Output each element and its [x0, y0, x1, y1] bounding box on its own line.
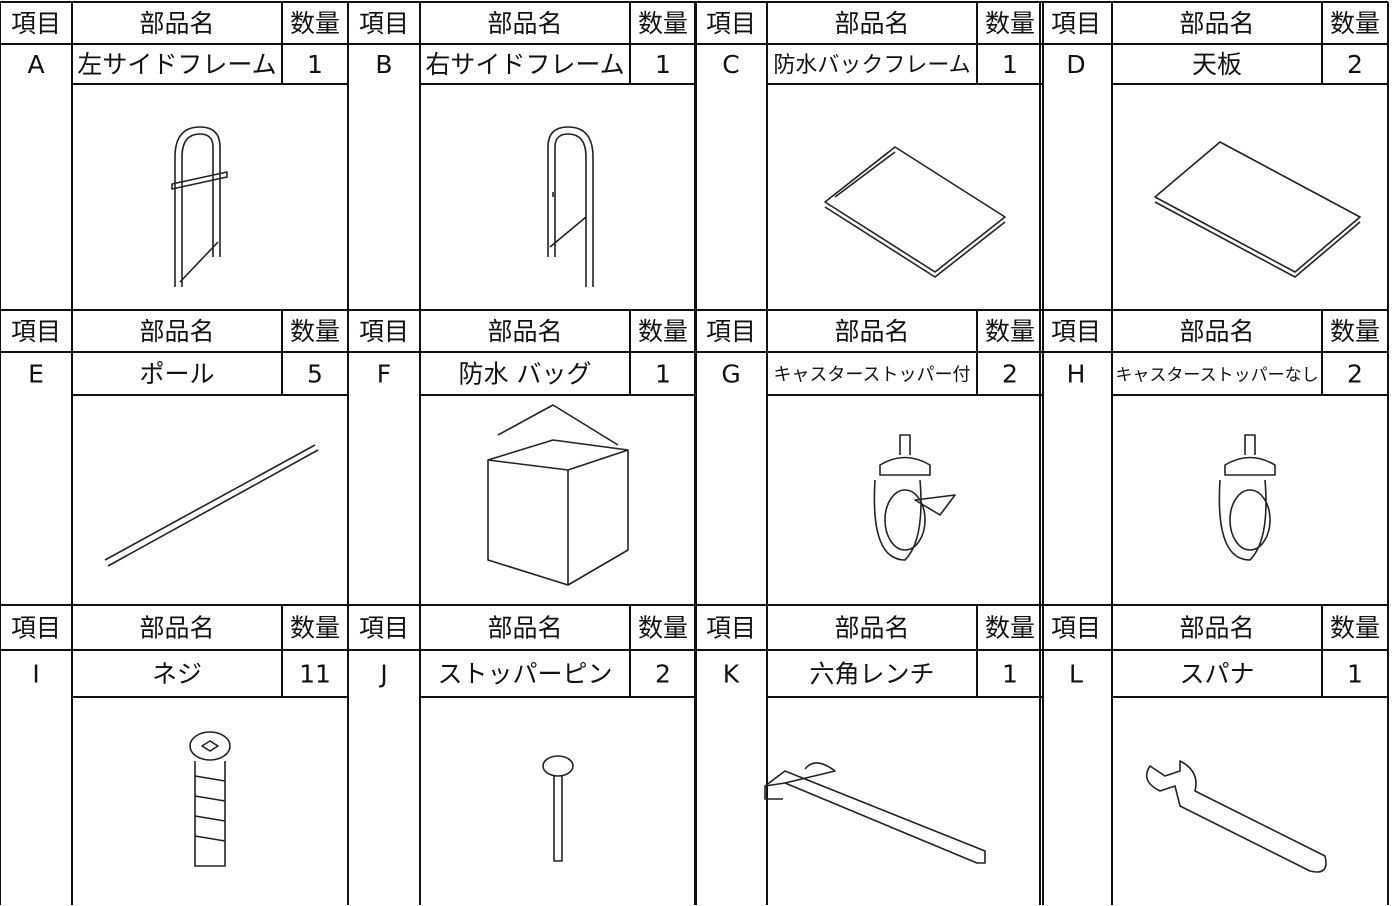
header-qty: 数量 — [985, 317, 1035, 346]
part-qty: 5 — [307, 360, 323, 389]
part-illustration — [824, 146, 1006, 278]
part-id: L — [1069, 660, 1083, 689]
header-name: 部品名 — [834, 614, 909, 643]
part-id: F — [377, 360, 391, 389]
header-item: 項目 — [359, 614, 409, 643]
part-qty: 1 — [307, 50, 323, 79]
header-name: 部品名 — [1179, 9, 1254, 38]
header-item: 項目 — [1051, 317, 1101, 346]
part-id: I — [32, 660, 39, 689]
part-qty: 11 — [299, 660, 331, 689]
part-illustration — [873, 434, 956, 561]
header-name: 部品名 — [139, 614, 214, 643]
part-qty: 1 — [1002, 50, 1018, 79]
part-name: キャスターストッパーなし — [1115, 366, 1318, 386]
part-qty: 1 — [1347, 660, 1363, 689]
header-item: 項目 — [11, 614, 61, 643]
header-qty: 数量 — [985, 9, 1035, 38]
part-illustration — [171, 126, 228, 287]
header-qty: 数量 — [290, 9, 340, 38]
header-name: 部品名 — [1179, 614, 1254, 643]
header-item: 項目 — [706, 317, 756, 346]
part-illustration — [1154, 141, 1361, 278]
part-qty: 1 — [1002, 660, 1018, 689]
part-name: スパナ — [1179, 660, 1254, 689]
header-item: 項目 — [1051, 9, 1101, 38]
header-qty: 数量 — [638, 317, 688, 346]
part-name: 防水バックフレーム — [773, 53, 970, 78]
part-id: D — [1066, 50, 1085, 79]
header-qty: 数量 — [1330, 317, 1380, 346]
header-name: 部品名 — [1179, 317, 1254, 346]
header-item: 項目 — [359, 317, 409, 346]
part-name: ストッパーピン — [437, 660, 612, 689]
part-name: ネジ — [152, 660, 202, 689]
header-qty: 数量 — [1330, 9, 1380, 38]
header-qty: 数量 — [1330, 614, 1380, 643]
header-qty: 数量 — [638, 614, 688, 643]
part-id: H — [1067, 360, 1086, 389]
header-name: 部品名 — [487, 9, 562, 38]
part-illustration — [104, 444, 319, 567]
part-id: G — [721, 360, 740, 389]
part-illustration — [1218, 434, 1276, 561]
part-id: J — [378, 660, 387, 689]
part-illustration — [547, 126, 594, 287]
header-qty: 数量 — [290, 317, 340, 346]
header-name: 部品名 — [834, 317, 909, 346]
header-name: 部品名 — [139, 317, 214, 346]
header-name: 部品名 — [487, 614, 562, 643]
part-illustration — [542, 755, 574, 862]
part-qty: 2 — [1347, 50, 1363, 79]
part-name: 右サイドフレーム — [425, 50, 624, 79]
part-illustration — [189, 731, 231, 867]
header-qty: 数量 — [290, 614, 340, 643]
header-name: 部品名 — [139, 9, 214, 38]
part-id: A — [27, 50, 44, 79]
part-name: 天板 — [1192, 50, 1242, 79]
header-item: 項目 — [11, 317, 61, 346]
part-name: キャスターストッパー付 — [773, 365, 970, 386]
header-name: 部品名 — [834, 9, 909, 38]
part-qty: 2 — [1347, 360, 1363, 389]
part-qty: 1 — [655, 360, 671, 389]
part-name: ポール — [139, 360, 214, 389]
part-id: B — [375, 50, 392, 79]
header-item: 項目 — [706, 614, 756, 643]
part-name: 防水 バッグ — [459, 360, 592, 389]
part-qty: 2 — [1002, 360, 1018, 389]
part-name: 六角レンチ — [809, 660, 934, 689]
part-name: 左サイドフレーム — [77, 50, 276, 79]
header-qty: 数量 — [638, 9, 688, 38]
part-id: K — [723, 660, 740, 689]
part-id: C — [722, 50, 739, 79]
part-qty: 2 — [655, 660, 671, 689]
part-illustration — [764, 762, 986, 864]
header-item: 項目 — [706, 9, 756, 38]
header-item: 項目 — [1051, 614, 1101, 643]
header-item: 項目 — [11, 9, 61, 38]
header-qty: 数量 — [985, 614, 1035, 643]
part-illustration — [1145, 760, 1327, 873]
part-id: E — [28, 360, 44, 389]
header-name: 部品名 — [487, 317, 562, 346]
part-illustration — [487, 404, 629, 586]
part-qty: 1 — [655, 50, 671, 79]
header-item: 項目 — [359, 9, 409, 38]
